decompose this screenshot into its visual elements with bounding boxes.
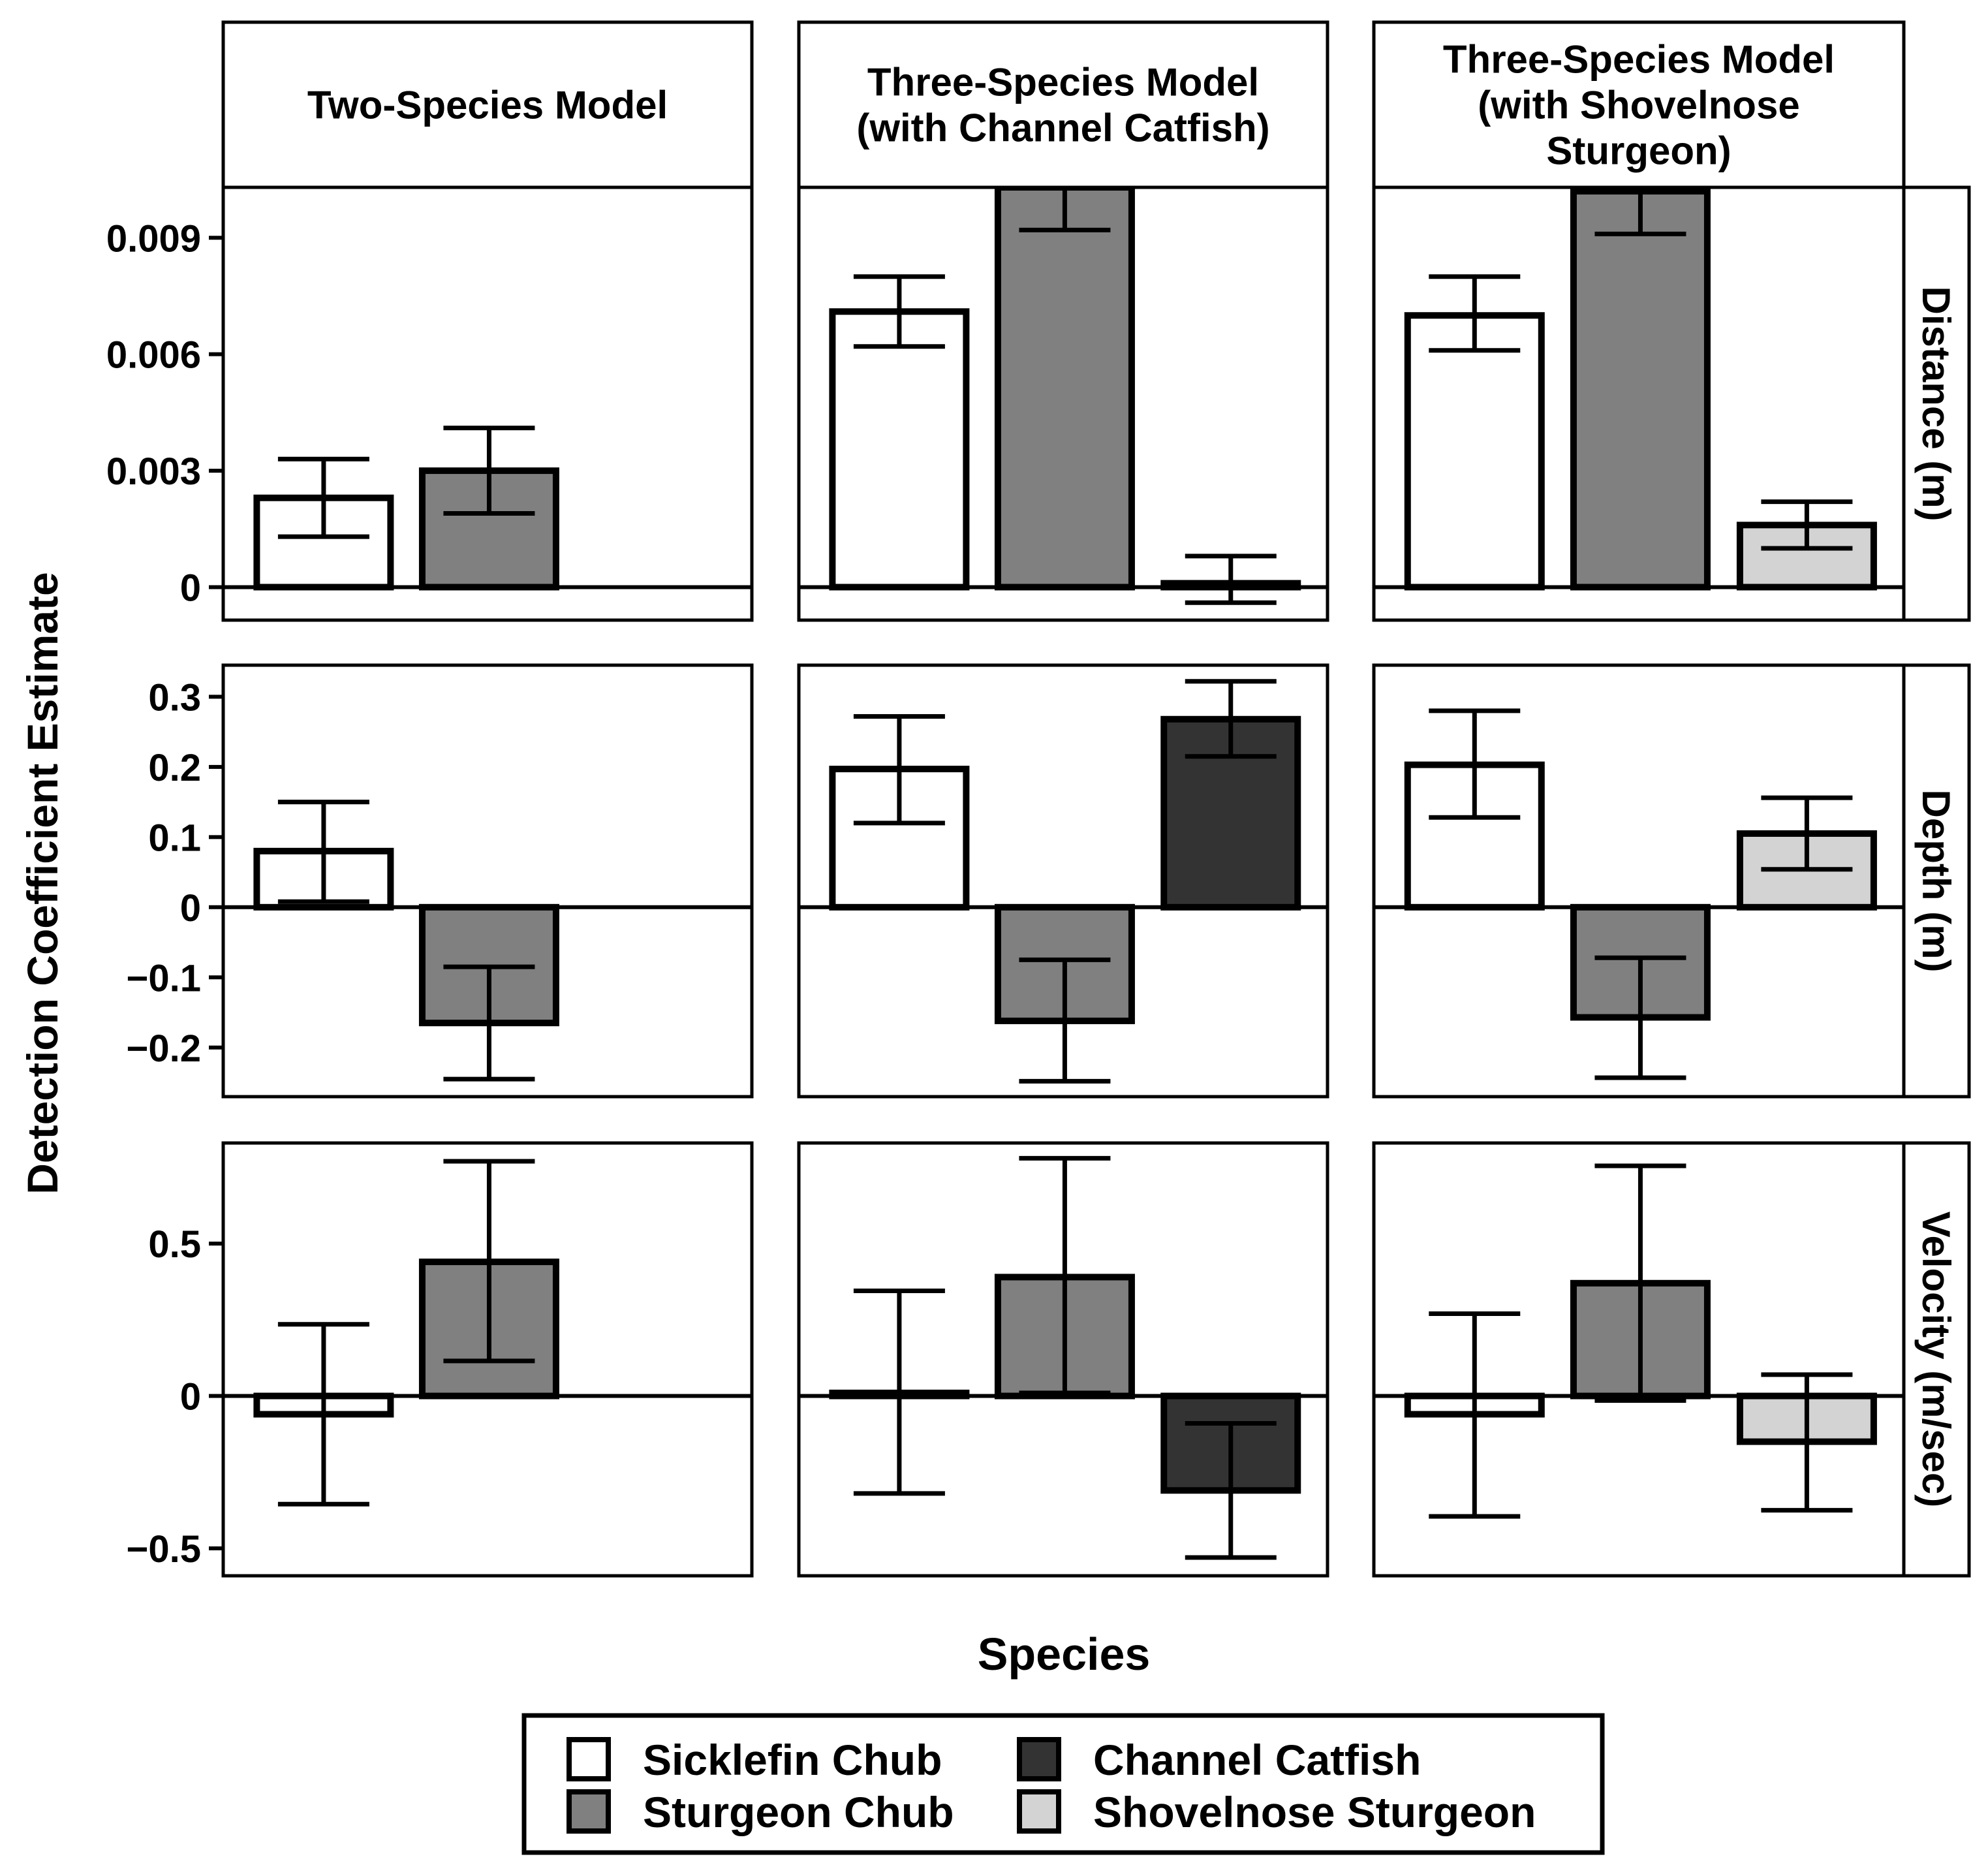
panel-border: [221, 185, 754, 622]
legend-label-sicklefin: Sicklefin Chub: [643, 1736, 942, 1784]
column-header-title: Three-Species Model: [1443, 38, 1835, 82]
legend-key-shovelnose: [1017, 1789, 1061, 1834]
panel-content: [223, 426, 752, 591]
y-tick-label: 0.3: [148, 676, 201, 719]
panel: [221, 663, 754, 1099]
panel-content: [1374, 708, 1904, 1080]
panel-border: [797, 663, 1329, 1099]
panel-content: [799, 679, 1328, 1084]
row-strip-label: Distance (m): [1914, 286, 1958, 521]
panel-content: [799, 1155, 1328, 1560]
row-strip-label: Depth (m): [1914, 790, 1958, 973]
row-strip-label: Velocity (m/sec): [1914, 1212, 1958, 1508]
bar-sicklefin: [1404, 312, 1545, 591]
y-tick-label: −0.1: [127, 957, 202, 999]
y-tick-label: −0.2: [127, 1027, 202, 1070]
bar-sicklefin: [829, 308, 970, 591]
panels: [221, 185, 1906, 1578]
row-strip-box: [1902, 663, 1971, 1099]
legend-key-sturgeon: [567, 1789, 611, 1834]
legend-key-sicklefin: [567, 1737, 611, 1781]
panel: [797, 663, 1329, 1099]
panel-content: [1374, 187, 1904, 591]
legend-label-shovelnose: Shovelnose Sturgeon: [1093, 1788, 1536, 1836]
panel-border: [797, 1141, 1329, 1578]
column-header-title: (with Shovelnose: [1478, 84, 1799, 127]
row-strip-box: [1902, 1141, 1971, 1578]
column-header-title: (with Channel Catfish): [856, 106, 1269, 150]
panel: [1372, 663, 1906, 1099]
legend-box: [521, 1713, 1605, 1855]
panel: [221, 185, 754, 622]
y-axis-title: Detection Coefficient Estimate: [18, 572, 67, 1195]
y-tick-label: −0.5: [127, 1528, 202, 1571]
row-strips: Distance (m) Depth (m) Velocity (m/sec): [1902, 185, 1971, 1578]
column-header-box: [221, 20, 754, 189]
y-tick-label: 0: [180, 887, 201, 930]
y-tick-label: 0.006: [106, 334, 201, 377]
y-tick-label: 0.1: [148, 817, 201, 859]
row-strip-box: [1902, 185, 1971, 622]
panel-content: [223, 1159, 752, 1507]
column-header-box: [797, 20, 1329, 189]
panel-content: [1374, 1163, 1904, 1519]
x-axis-title: Species: [978, 1629, 1151, 1680]
panel-border: [221, 663, 754, 1099]
panel-border: [797, 185, 1329, 622]
legend-label-catfish: Channel Catfish: [1093, 1736, 1421, 1784]
panel: [1372, 1141, 1906, 1578]
legend-key-catfish: [1017, 1737, 1061, 1781]
bar-sturgeon: [1570, 187, 1711, 591]
legend-label-sturgeon: Sturgeon Chub: [643, 1788, 954, 1836]
panel: [1372, 185, 1906, 622]
panel-content: [223, 800, 752, 1082]
bar-sturgeon: [994, 187, 1135, 591]
y-tick-label: 0.003: [106, 450, 201, 493]
panel: [797, 185, 1329, 622]
panel-border: [221, 1141, 754, 1578]
y-tick-label: 0.5: [148, 1223, 201, 1266]
column-header-title: Three-Species Model: [867, 61, 1259, 104]
column-header-title: Sturgeon): [1546, 129, 1731, 173]
y-tick-label: 0: [180, 1376, 201, 1418]
legend: Sicklefin Chub Channel Catfish Sturgeon Ch…: [521, 1713, 1605, 1855]
y-tick-label: 0.2: [148, 747, 201, 789]
column-header-box: [1372, 20, 1906, 189]
panel: [221, 1141, 754, 1578]
y-axes: 0 0.003 0.006 0.009 −0.2 −0.1 0 0.1 0.2 0.3 −0.5 0 0…: [106, 217, 223, 1571]
panel-content: [799, 187, 1328, 605]
column-header-title: Two-Species Model: [307, 84, 668, 127]
panel: [797, 1141, 1329, 1578]
y-tick-label: 0: [180, 567, 201, 609]
y-tick-label: 0.009: [106, 217, 201, 260]
